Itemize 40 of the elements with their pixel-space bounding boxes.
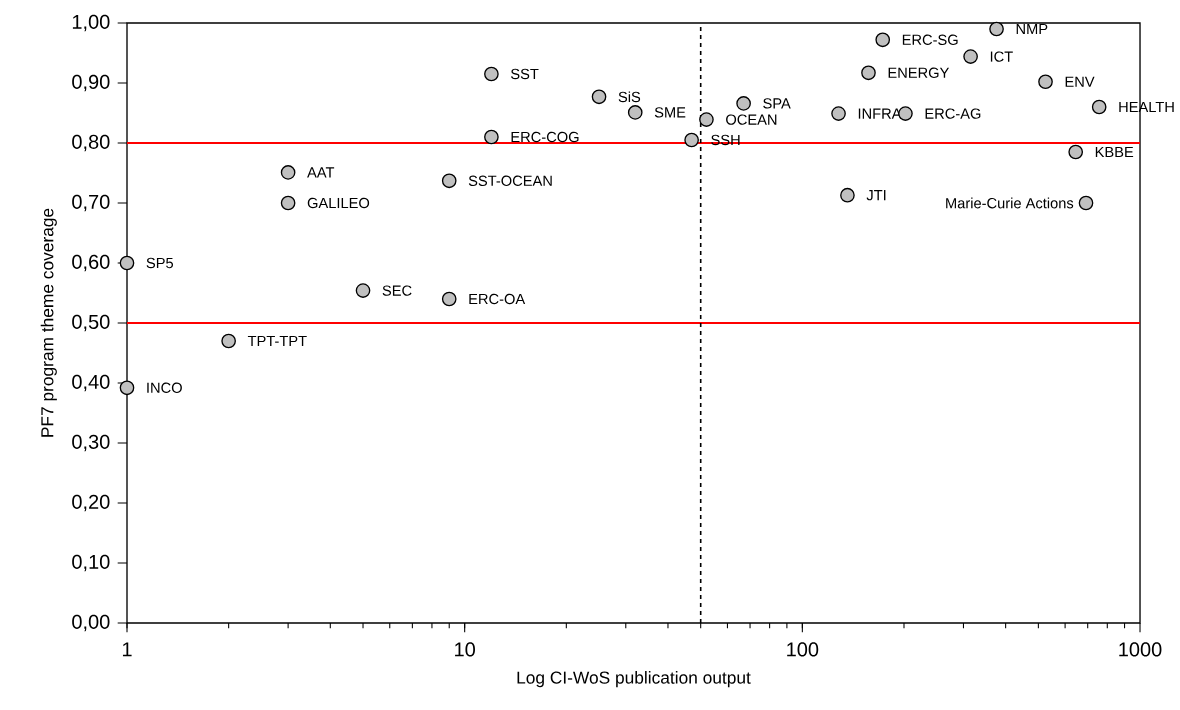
annotation: ERC-AG (925, 108, 981, 119)
annotation: ERC-OA (469, 293, 526, 305)
annotation: ENV (1065, 76, 1095, 87)
y-tick-label: 0,50 (72, 314, 110, 332)
annotation: JTI (866, 190, 886, 201)
x-tick-label: 10 (455, 642, 475, 657)
x-axis-title: Log CI-WoS publication output (517, 671, 751, 688)
y-tick-label: 0,80 (72, 134, 110, 152)
annotation: SEC (382, 285, 412, 296)
annotation: SST (511, 68, 539, 80)
annotation: KBBE (1095, 146, 1134, 158)
y-tick-label: 0,00 (72, 614, 110, 632)
annotation: NMP (1016, 23, 1048, 35)
annotation: SPA (763, 98, 791, 109)
y-tick-label: 0,20 (72, 494, 110, 512)
annotation: SiS (618, 91, 641, 103)
annotation: GALILEO (307, 197, 370, 209)
annotation: ICT (990, 51, 1013, 62)
x-tick-label: 100 (787, 642, 819, 657)
y-tick-label: 1,00 (72, 14, 110, 32)
annotation: AAT (307, 167, 335, 178)
x-tick-label: 1000 (1119, 642, 1162, 657)
annotation: SST-OCEAN (468, 175, 552, 186)
y-tick-label: 0,30 (72, 434, 110, 452)
y-tick-label: 0,60 (72, 254, 110, 272)
annotation: ERC-SG (902, 34, 958, 45)
y-axis-title: PF7 program theme coverage (40, 208, 57, 437)
y-tick-label: 0,40 (72, 374, 110, 392)
annotation: TPT-TPT (247, 335, 307, 347)
annotation: Marie-Curie Actions (946, 197, 1074, 209)
annotation: SP5 (146, 257, 174, 269)
y-tick-label: 0,70 (72, 194, 110, 212)
annotation: OCEAN (726, 114, 777, 125)
x-tick-label: 1 (122, 642, 132, 657)
y-tick-label: 0,10 (72, 554, 110, 572)
y-tick-label: 0,90 (72, 74, 110, 92)
annotation: ERC-COG (511, 131, 579, 143)
annotation: ENERGY (888, 67, 950, 78)
annotation: INCO (147, 382, 182, 393)
annotation: SME (654, 107, 686, 118)
